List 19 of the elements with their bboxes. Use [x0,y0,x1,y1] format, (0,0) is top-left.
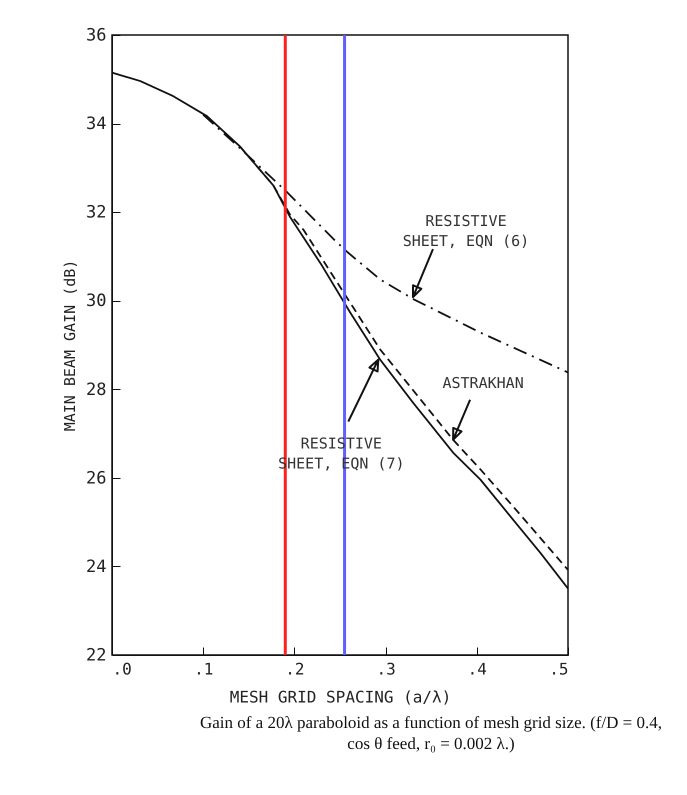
x-axis-title: MESH GRID SPACING (a/λ) [230,688,452,706]
annotation: RESISTIVE SHEET, EQN (6) [402,212,530,250]
x-tick-label: .1 [194,660,214,678]
y-tick-label: 22 [86,646,106,666]
text: Gain of a 20λ paraboloid as a function of mesh grid size. (f/D = 0.4, cos θ feed, r₀ = 0.002 λ.) [198,712,664,754]
y-axis-title: MAIN BEAM GAIN (dB) [61,260,80,432]
x-tick-label: .5 [549,660,568,678]
x-tick-label: .3 [376,660,396,678]
y-tick-label: 32 [86,202,106,223]
y-tick-label: 36 [86,26,106,46]
y-tick-label: 34 [86,114,106,134]
y-tick-label: 26 [86,468,106,488]
annotation: ASTRAKHAN [442,374,524,392]
y-tick-label: 28 [86,380,106,400]
y-tick-label: 30 [86,291,106,312]
x-tick-label: .4 [468,660,487,678]
x-tick-label: .2 [285,660,305,678]
y-tick-label: 24 [86,556,106,577]
x-tick-label: .0 [112,660,132,678]
